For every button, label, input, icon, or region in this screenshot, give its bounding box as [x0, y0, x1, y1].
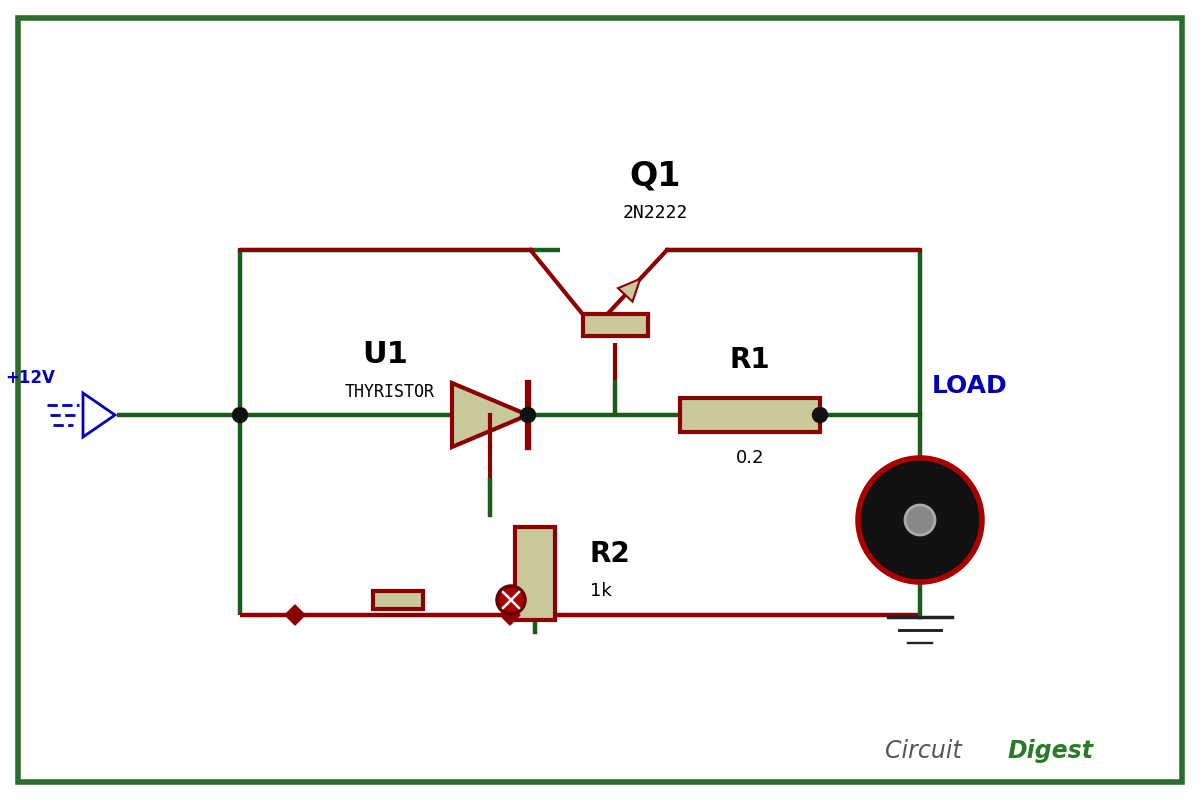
Bar	[515, 527, 554, 620]
Polygon shape	[286, 605, 305, 625]
Text: LOAD: LOAD	[932, 374, 1008, 398]
Circle shape	[905, 505, 935, 535]
Circle shape	[858, 458, 982, 582]
Text: 1k: 1k	[590, 582, 612, 599]
Polygon shape	[452, 383, 528, 447]
Circle shape	[233, 407, 247, 422]
Polygon shape	[618, 279, 641, 302]
Text: Circuit: Circuit	[886, 739, 961, 763]
Text: R1: R1	[730, 346, 770, 374]
Circle shape	[812, 407, 828, 422]
Text: U1: U1	[362, 340, 408, 369]
Text: 2N2222: 2N2222	[623, 204, 688, 222]
Polygon shape	[500, 605, 520, 625]
Text: Digest: Digest	[1008, 739, 1094, 763]
Circle shape	[521, 407, 535, 422]
Circle shape	[497, 586, 526, 614]
Text: Q1: Q1	[629, 159, 680, 192]
Bar	[372, 591, 422, 609]
Text: +12V: +12V	[5, 369, 55, 387]
Text: 0.2: 0.2	[736, 449, 764, 467]
Bar	[582, 314, 648, 336]
Bar	[680, 398, 820, 432]
Text: R2: R2	[590, 539, 631, 567]
Text: THYRISTOR: THYRISTOR	[346, 383, 436, 401]
